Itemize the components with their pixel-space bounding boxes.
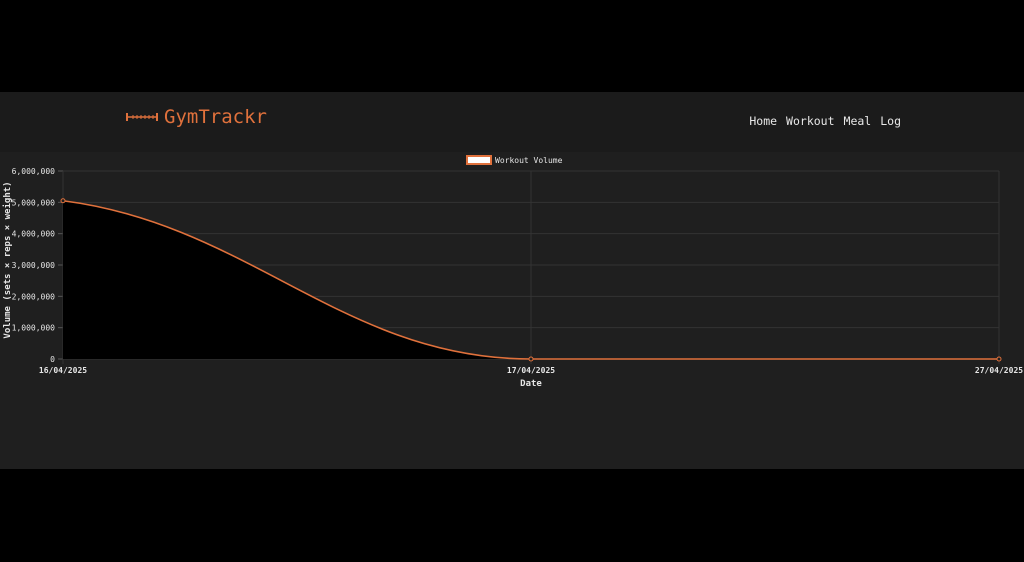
y-tick-label: 1,000,000 <box>12 324 56 333</box>
data-point <box>996 356 1002 362</box>
nav-meal-link[interactable]: Meal <box>843 114 872 128</box>
brand-name: GymTrackr <box>164 106 267 128</box>
nav-log-link[interactable]: Log <box>880 114 901 128</box>
dumbbell-icon <box>126 113 158 121</box>
y-tick-label: 5,000,000 <box>12 198 56 207</box>
chart-legend[interactable]: Workout Volume <box>466 155 563 165</box>
volume-chart: 0 1,000,000 2,000,000 3,000,000 4,000,000 5,0… <box>0 152 1024 469</box>
legend-swatch <box>466 155 492 165</box>
nav-menu: Home Workout Meal Log <box>749 114 901 128</box>
y-axis-label: Volume (sets × reps × weight) <box>2 181 13 338</box>
x-tick-label: 27/04/2025 <box>975 366 1023 375</box>
data-point <box>60 198 66 204</box>
x-tick-label: 16/04/2025 <box>39 366 87 375</box>
app-container: GymTrackr Home Workout Meal Log 0 1,000,0… <box>0 92 1024 469</box>
y-tick-label: 0 <box>50 355 55 364</box>
legend-label: Workout Volume <box>495 156 563 165</box>
navbar: GymTrackr Home Workout Meal Log <box>0 92 1024 152</box>
series-area-fill <box>63 200 999 359</box>
y-tick-label: 3,000,000 <box>12 261 56 270</box>
nav-home-link[interactable]: Home <box>749 114 778 128</box>
volume-chart-svg: 0 1,000,000 2,000,000 3,000,000 4,000,000 5,0… <box>2 155 1023 389</box>
x-tick-label: 17/04/2025 <box>507 366 555 375</box>
brand[interactable]: GymTrackr <box>126 106 267 128</box>
data-point <box>528 356 534 362</box>
y-tick-label: 6,000,000 <box>12 167 56 176</box>
y-tick-label: 2,000,000 <box>12 292 56 301</box>
x-axis-label: Date <box>520 379 542 389</box>
nav-workout-link[interactable]: Workout <box>786 114 835 128</box>
y-tick-label: 4,000,000 <box>12 230 56 239</box>
